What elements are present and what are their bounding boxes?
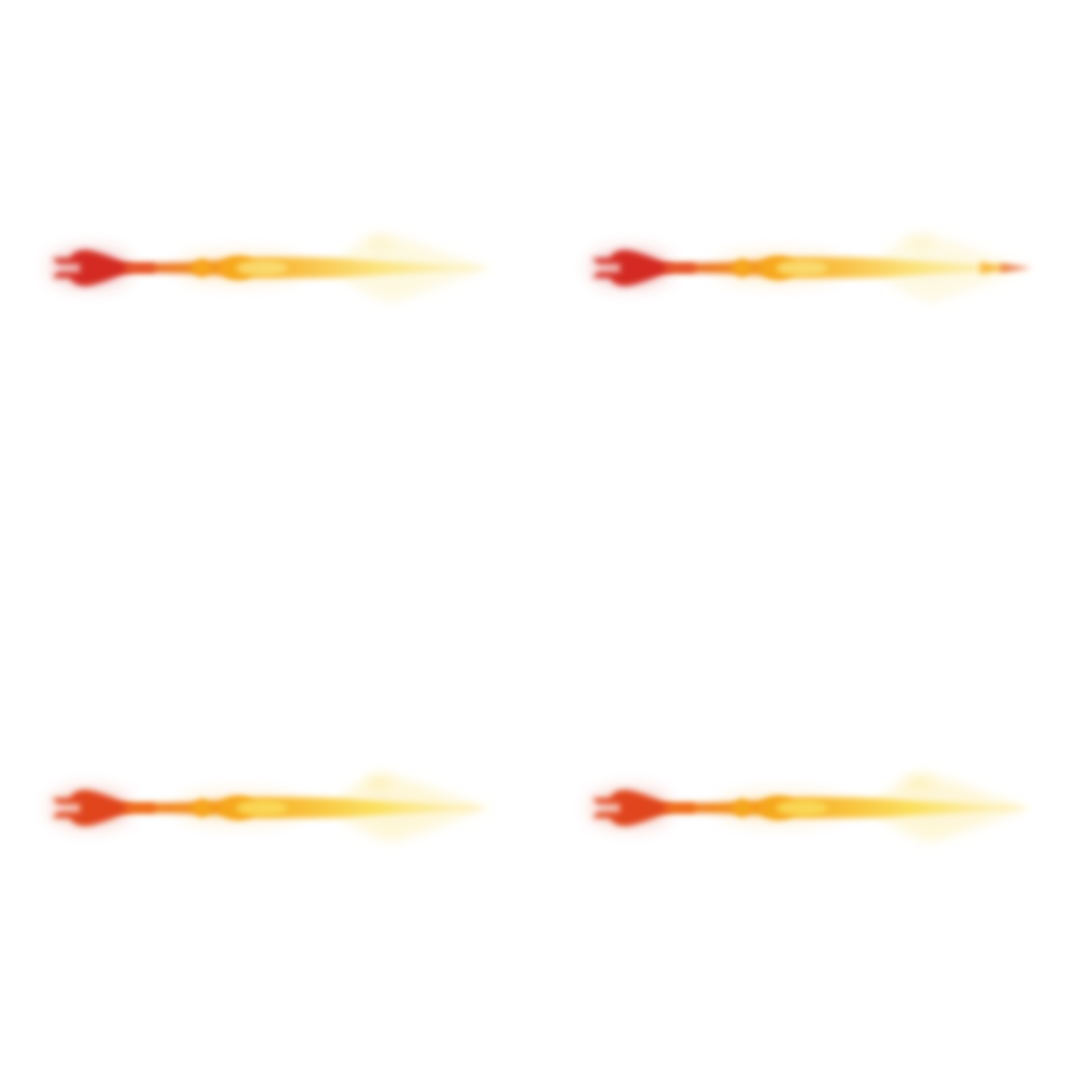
sprite-frame-2 [540,0,1080,540]
spear-tip [460,804,492,812]
shaft-collar [190,798,214,818]
flame-core [776,260,828,276]
spear-tip-glow [980,262,1010,274]
trident-fork [592,790,670,826]
flaming-trident-icon [52,774,492,842]
sprite-frame-1 [0,0,540,540]
flame-core [236,260,288,276]
trident-fork [52,250,130,286]
shaft-base [125,804,155,812]
spear-tip [460,264,492,272]
shaft-collar [730,258,754,278]
flaming-trident-icon [592,234,1032,302]
shaft-base [665,804,695,812]
shaft-base [665,264,695,272]
trident-fork [52,790,130,826]
sprite-frame-4 [540,540,1080,1080]
flame-core [236,800,288,816]
flaming-trident-icon [592,774,1032,842]
shaft-collar [730,798,754,818]
shaft-collar [190,258,214,278]
sprite-frame-3 [0,540,540,1080]
flaming-trident-icon [52,234,492,302]
trident-fork [592,250,670,286]
spear-tip [1000,804,1032,812]
spear-tip [1000,264,1032,272]
shaft-base [125,264,155,272]
flame-core [776,800,828,816]
